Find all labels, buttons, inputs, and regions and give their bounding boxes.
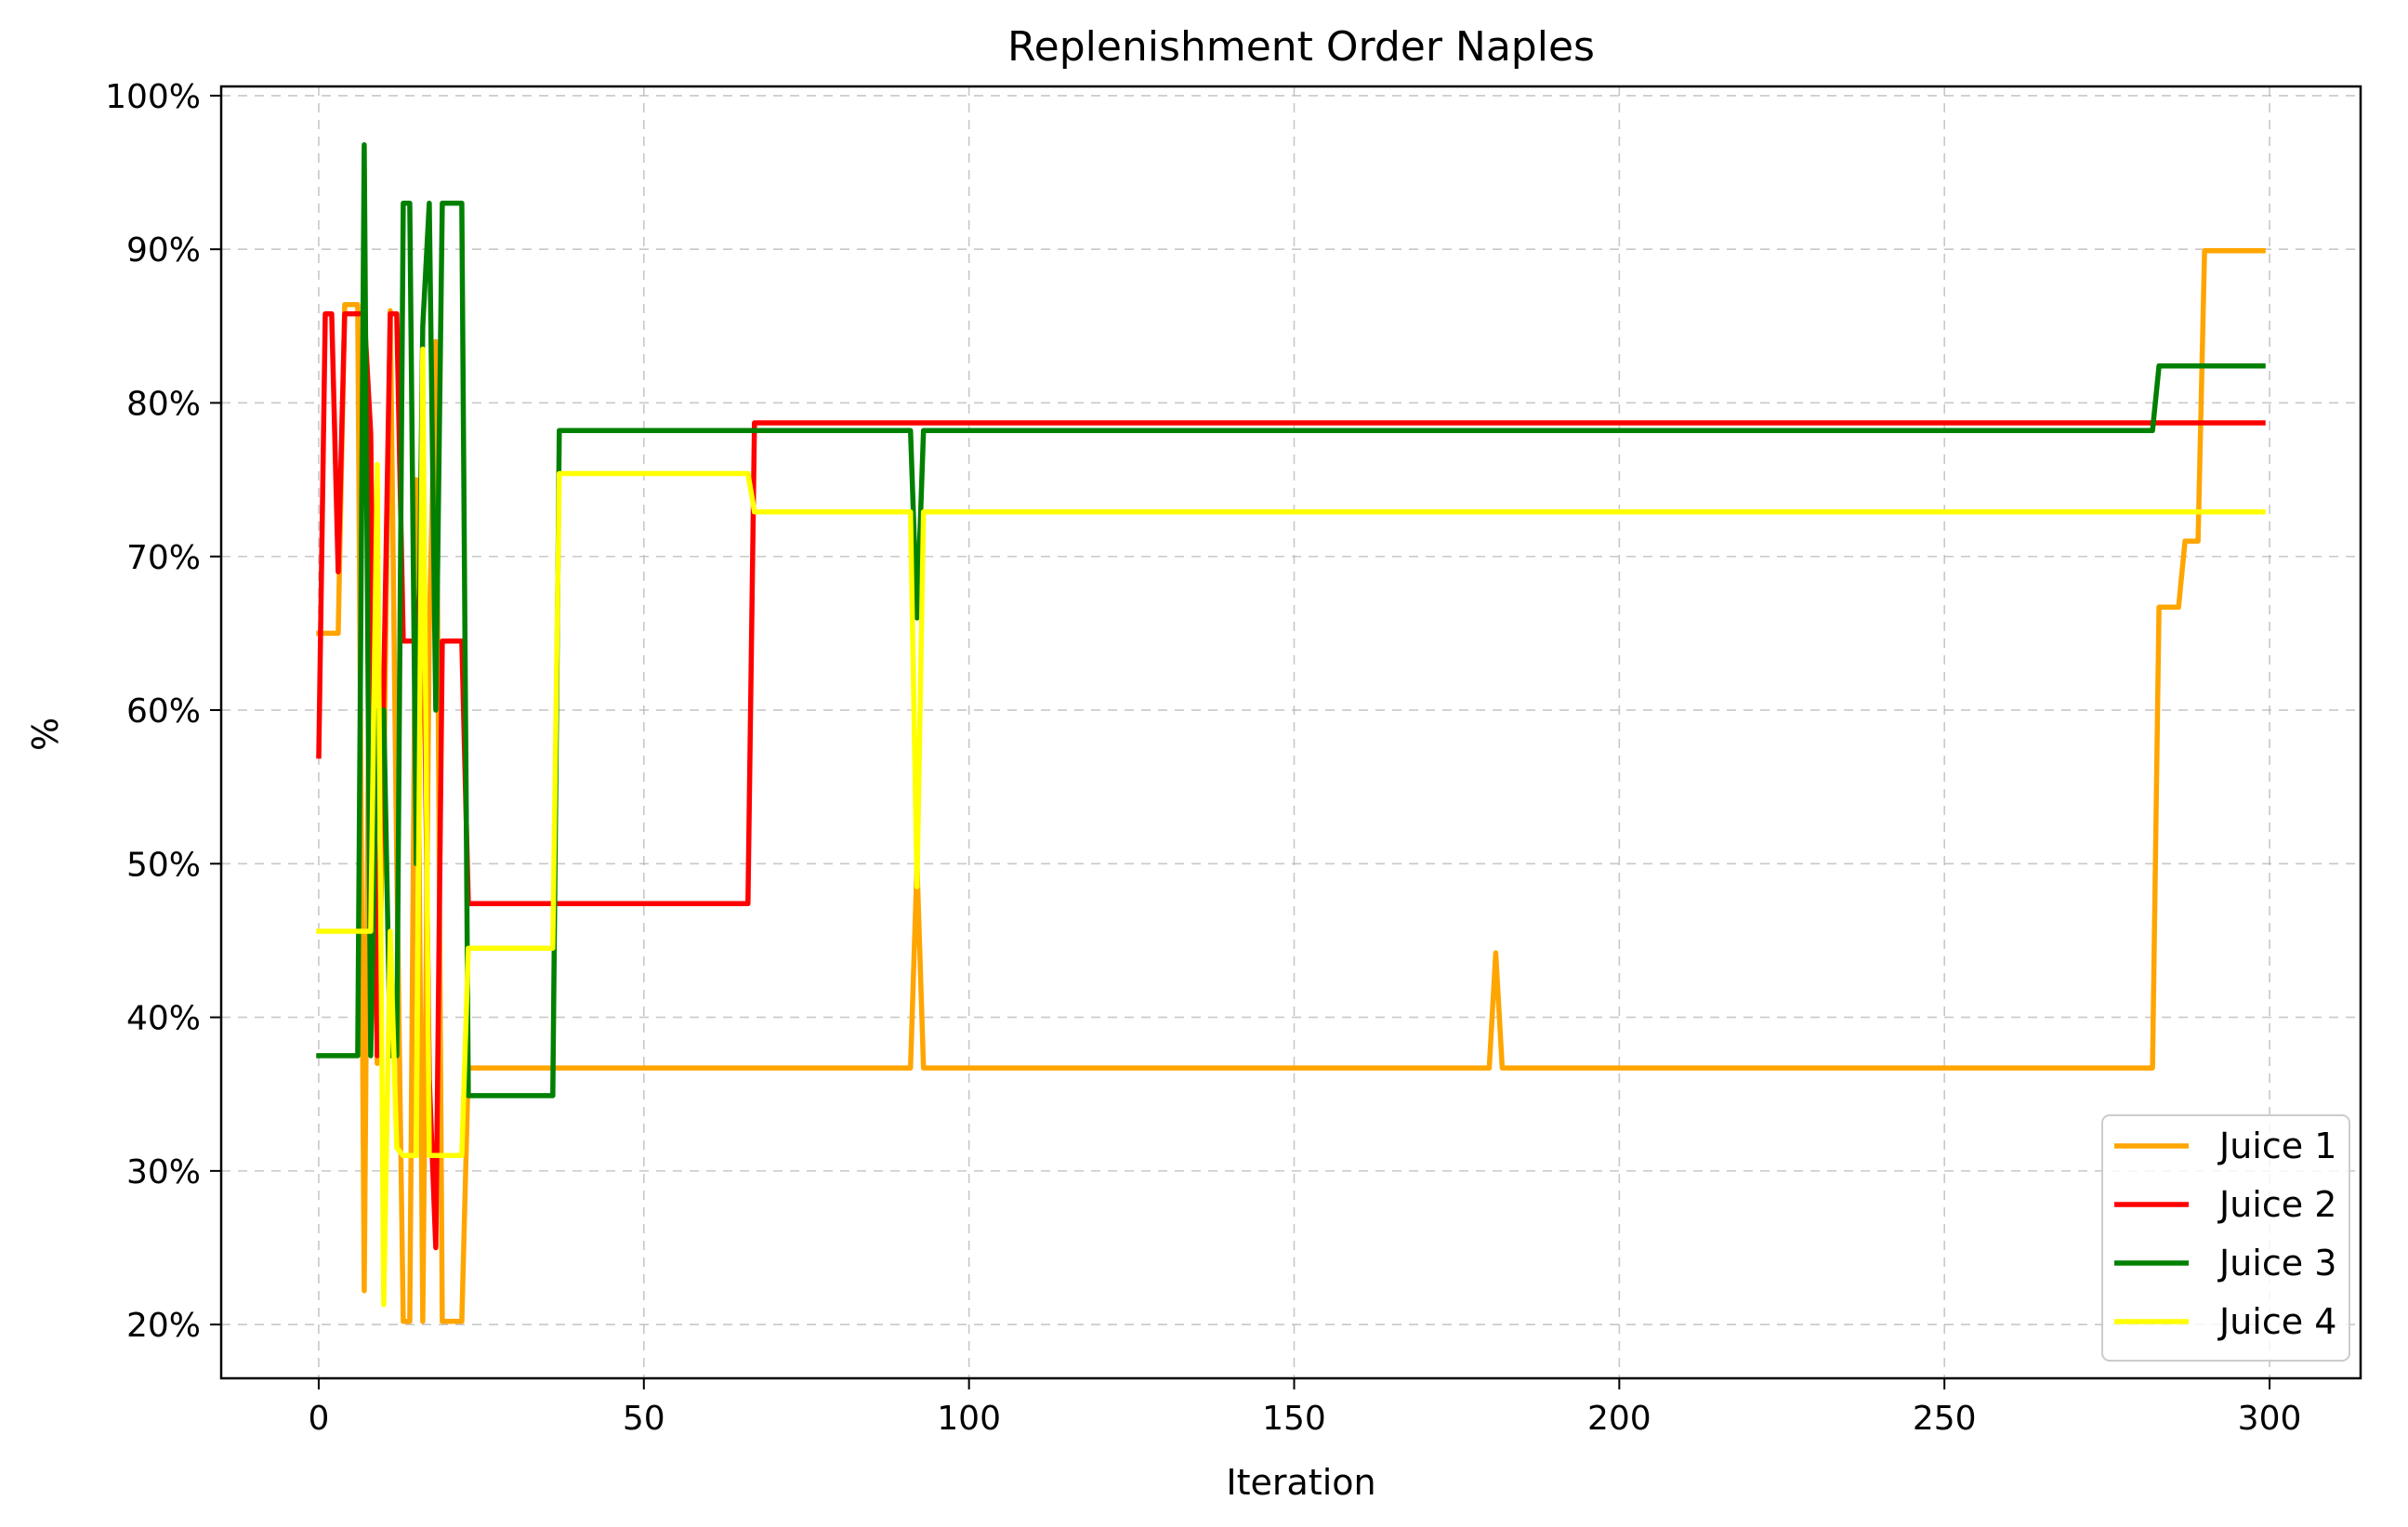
x-tick-label: 50 — [623, 1400, 665, 1438]
legend-label-juice-4: Juice 4 — [2217, 1301, 2336, 1342]
x-axis-label: Iteration — [1226, 1462, 1375, 1503]
x-tick-label: 0 — [309, 1400, 330, 1438]
y-tick-label: 80% — [126, 385, 201, 423]
plot-frame — [219, 85, 2362, 1380]
series-line-juice-4 — [316, 346, 2266, 1308]
x-tick-label: 250 — [1913, 1400, 1977, 1438]
series-layer — [316, 142, 2266, 1324]
chart-title: Replenishment Order Naples — [1007, 23, 1595, 71]
legend-label-juice-2: Juice 2 — [2217, 1184, 2336, 1225]
y-tick-label: 50% — [126, 846, 201, 884]
y-tick-label: 20% — [126, 1307, 201, 1345]
x-tick-label: 300 — [2238, 1400, 2302, 1438]
y-tick-label: 60% — [126, 692, 201, 731]
y-tick-label: 70% — [126, 539, 201, 577]
legend: Juice 1 Juice 2 Juice 3 Juice 4 — [2101, 1114, 2350, 1362]
x-tick-label: 200 — [1587, 1400, 1651, 1438]
legend-box — [2101, 1114, 2350, 1362]
legend-label-juice-1: Juice 1 — [2217, 1126, 2336, 1166]
y-axis-label: % — [25, 717, 66, 751]
y-tick-label: 90% — [126, 231, 201, 270]
tick-layer: 0 50 100 150 200 250 300 20% 30% 40% 50% 60% 70% 80% 9… — [105, 78, 2301, 1438]
y-tick-label: 100% — [105, 78, 201, 116]
x-tick-label: 150 — [1262, 1400, 1326, 1438]
y-tick-label: 40% — [126, 1000, 201, 1038]
legend-label-juice-3: Juice 3 — [2217, 1243, 2336, 1283]
x-tick-label: 100 — [937, 1400, 1001, 1438]
y-tick-label: 30% — [126, 1153, 201, 1191]
